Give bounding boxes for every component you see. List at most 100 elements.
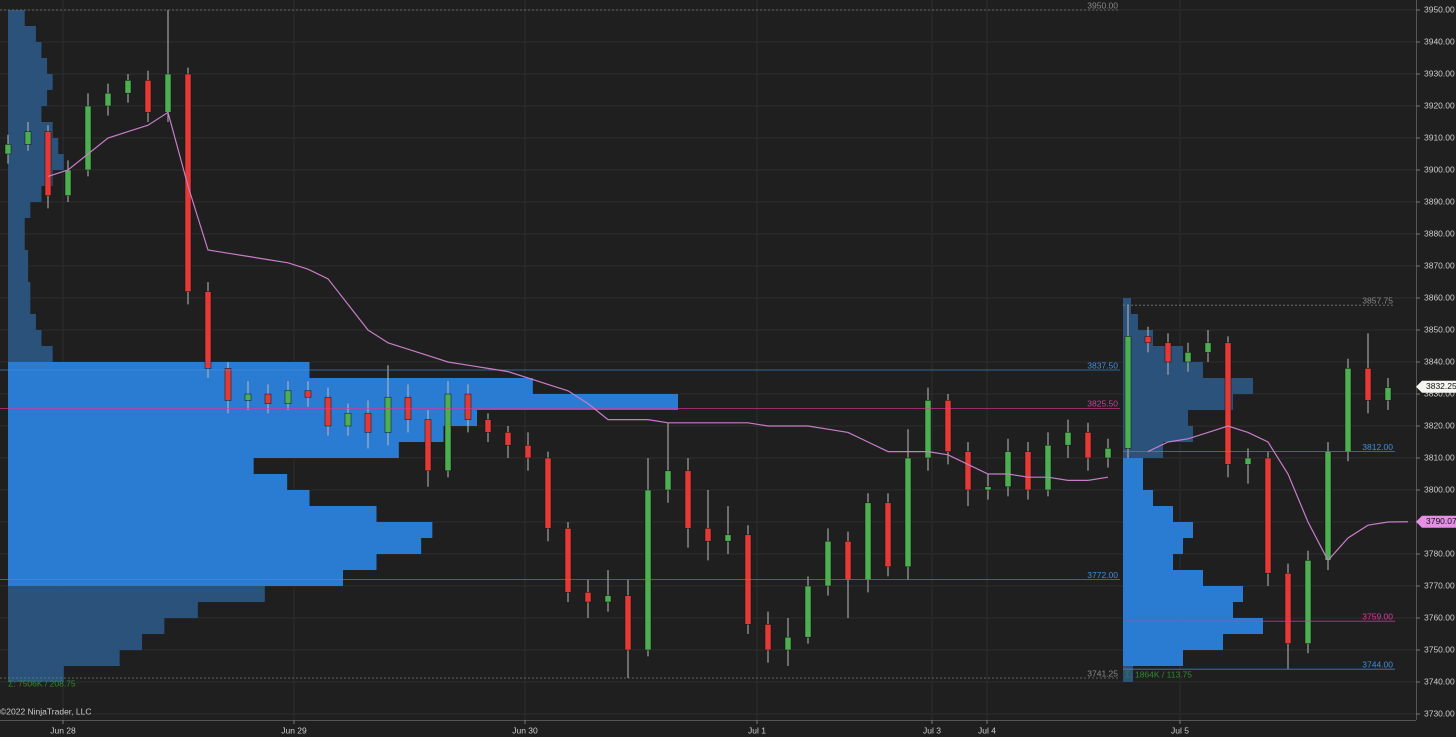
candle-body (444, 393, 452, 472)
profile-bar (8, 10, 25, 26)
level-label: 3812.00 (1362, 442, 1393, 452)
y-tick-label: 3730.00 (1424, 708, 1455, 718)
candle-body (1384, 387, 1392, 401)
candle-body (124, 80, 132, 94)
profile-bar (8, 506, 377, 522)
profile-bar (1123, 554, 1173, 570)
copyright: ©2022 NinjaTrader, LLC (0, 706, 91, 716)
candle-body (944, 400, 952, 452)
profile-bar (1123, 618, 1263, 634)
candle-body (984, 486, 992, 491)
profile-bar (1123, 522, 1193, 538)
y-tick-label: 3900.00 (1424, 164, 1455, 174)
profile-bar (8, 618, 165, 634)
y-tick-label: 3860.00 (1424, 292, 1455, 302)
candle-body (1304, 560, 1312, 644)
profile-bar (8, 650, 120, 666)
level-label: 3950.00 (1087, 0, 1118, 10)
candle-body (1344, 368, 1352, 452)
profile-bar (8, 186, 42, 202)
x-tick-label: Jul 3 (923, 725, 941, 735)
profile-bar (1123, 490, 1153, 506)
candle-body (104, 92, 112, 107)
x-tick-label: Jul 1 (748, 725, 766, 735)
y-tick-label: 3810.00 (1424, 452, 1455, 462)
candle-body (604, 595, 612, 603)
candle-body (244, 393, 252, 401)
profile-bar (8, 122, 53, 138)
x-tick-label: Jun 29 (281, 725, 307, 735)
y-tick-label: 3880.00 (1424, 228, 1455, 238)
profile-bar (8, 90, 48, 106)
price-marker (1416, 380, 1456, 393)
candle-body (284, 390, 292, 404)
candle-body (4, 144, 12, 155)
profile-bar (8, 570, 343, 586)
profile-bar (8, 634, 142, 650)
candle-body (624, 595, 632, 651)
candle-body (544, 457, 552, 529)
profile-bar (1123, 314, 1138, 330)
candle-body (1324, 451, 1332, 561)
candle-body (924, 400, 932, 459)
profile-bar (1123, 394, 1233, 410)
profile-bar (8, 202, 31, 218)
profile-bar (1123, 650, 1183, 666)
profile-bar (8, 346, 53, 362)
candle-body (264, 393, 272, 404)
candle-body (804, 585, 812, 638)
candle-body (784, 636, 792, 651)
candle-body (824, 540, 832, 587)
level-label: 3857.75 (1362, 295, 1393, 305)
profile-bar (1123, 474, 1143, 490)
candle-body (1364, 368, 1372, 401)
profile-bar (1123, 458, 1143, 474)
candle-body (1204, 342, 1212, 353)
profile-bar (1123, 602, 1233, 618)
candle-body (1164, 342, 1172, 363)
candle-body (1084, 432, 1092, 459)
candle-body (1064, 432, 1072, 446)
candle-body (584, 592, 592, 603)
x-tick-label: Jun 30 (512, 725, 538, 735)
candle-body (904, 457, 912, 568)
y-tick-label: 3930.00 (1424, 68, 1455, 78)
y-tick-label: 3800.00 (1424, 484, 1455, 494)
candle-body (864, 502, 872, 580)
overlays: 3950.00 3837.50 3825.50 3772.00 3741.25 Σ: 75… (0, 0, 1456, 688)
x-tick-label: Jun 28 (50, 725, 76, 735)
level-label: 3744.00 (1362, 659, 1393, 669)
y-tick-label: 3870.00 (1424, 260, 1455, 270)
candle-body (484, 419, 492, 433)
profile-bar (8, 58, 48, 74)
profile-bar (8, 42, 42, 58)
profile-bar (1123, 378, 1253, 394)
profile-bar (8, 426, 444, 442)
candle-body (884, 502, 892, 568)
vwap-line (47, 111, 1409, 562)
candle-body (44, 131, 52, 196)
profile-bar (1123, 442, 1163, 458)
candle-body (204, 291, 212, 369)
y-tick-label: 3820.00 (1424, 420, 1455, 430)
profile-bar (8, 378, 533, 394)
profile-bar (8, 474, 288, 490)
profile-bar (1123, 538, 1183, 554)
profile-bar (8, 522, 433, 538)
y-tick-label: 3750.00 (1424, 644, 1455, 654)
profile-summary: Σ: 7506K / 208.75 (8, 678, 76, 688)
level-label: 3741.25 (1087, 668, 1118, 678)
profile-bar (1123, 506, 1173, 522)
y-tick-label: 3910.00 (1424, 132, 1455, 142)
profile-bar (8, 234, 25, 250)
level-label: 3837.50 (1087, 360, 1118, 370)
profile-bar (8, 602, 198, 618)
candle-body (664, 470, 672, 491)
profile-bar (8, 554, 377, 570)
candle-body (324, 396, 332, 427)
candle-body (1024, 451, 1032, 491)
y-tick-label: 3890.00 (1424, 196, 1455, 206)
profile-bar (8, 538, 422, 554)
level-label: 3772.00 (1087, 570, 1118, 580)
